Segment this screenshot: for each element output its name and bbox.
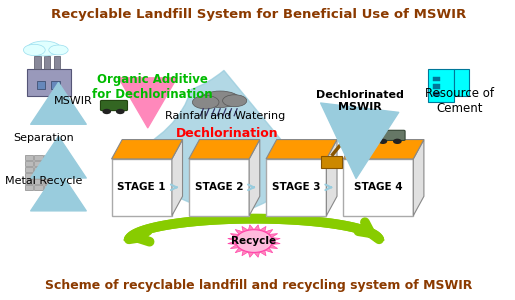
Bar — [25, 167, 33, 172]
Bar — [112, 159, 172, 216]
Polygon shape — [235, 230, 243, 234]
Polygon shape — [248, 252, 254, 257]
Circle shape — [116, 109, 125, 114]
Polygon shape — [242, 226, 248, 232]
Bar — [54, 56, 60, 69]
Text: Metal Recycle: Metal Recycle — [5, 176, 83, 186]
Circle shape — [236, 230, 272, 252]
Circle shape — [393, 139, 402, 144]
Bar — [44, 173, 53, 178]
Bar — [44, 179, 53, 184]
Text: Dechlorinated
MSWIR: Dechlorinated MSWIR — [316, 90, 404, 112]
Text: MSWIR: MSWIR — [54, 96, 92, 106]
Polygon shape — [260, 250, 266, 256]
Bar — [189, 159, 249, 216]
Text: STAGE 1: STAGE 1 — [117, 182, 166, 192]
Bar — [51, 81, 60, 89]
Text: STAGE 3: STAGE 3 — [272, 182, 320, 192]
Ellipse shape — [49, 45, 68, 55]
Bar — [27, 69, 71, 96]
Bar — [25, 185, 33, 190]
Polygon shape — [230, 234, 239, 238]
Text: Separation: Separation — [13, 133, 74, 143]
Bar — [44, 167, 53, 172]
Polygon shape — [265, 230, 273, 234]
Bar — [35, 179, 43, 184]
Polygon shape — [189, 140, 260, 159]
Ellipse shape — [193, 95, 219, 109]
Bar — [266, 159, 327, 216]
Text: Recyclable Landfill System for Beneficial Use of MSWIR: Recyclable Landfill System for Beneficia… — [51, 8, 467, 21]
Bar — [25, 155, 33, 160]
Polygon shape — [172, 140, 182, 216]
Text: Dechlorination: Dechlorination — [176, 127, 279, 140]
Circle shape — [102, 109, 111, 114]
Bar — [35, 155, 43, 160]
Bar — [344, 159, 413, 216]
Bar — [35, 185, 43, 190]
Text: STAGE 4: STAGE 4 — [354, 182, 403, 192]
Ellipse shape — [27, 41, 61, 56]
Ellipse shape — [24, 44, 45, 56]
Polygon shape — [242, 250, 248, 256]
Polygon shape — [271, 241, 280, 244]
Polygon shape — [249, 140, 260, 216]
Text: STAGE 2: STAGE 2 — [195, 182, 243, 192]
Bar — [44, 155, 53, 160]
Ellipse shape — [201, 91, 239, 107]
Polygon shape — [228, 238, 236, 241]
Polygon shape — [413, 140, 424, 216]
Polygon shape — [235, 248, 243, 253]
Bar — [433, 92, 440, 96]
Text: Organic Additive
for Dechlorination: Organic Additive for Dechlorination — [92, 73, 213, 101]
Text: Scheme of recyclable landfill and recycling system of MSWIR: Scheme of recyclable landfill and recycl… — [45, 279, 472, 292]
FancyBboxPatch shape — [375, 130, 405, 140]
Bar — [25, 173, 33, 178]
Bar — [35, 56, 41, 69]
Bar — [37, 81, 45, 89]
Polygon shape — [228, 241, 236, 244]
Bar — [35, 161, 43, 167]
Bar — [44, 185, 53, 190]
Polygon shape — [269, 244, 278, 248]
Polygon shape — [271, 238, 280, 241]
FancyArrowPatch shape — [124, 70, 308, 216]
Bar — [454, 69, 469, 96]
Bar — [428, 69, 454, 102]
Polygon shape — [266, 140, 337, 159]
Polygon shape — [344, 140, 424, 159]
Bar — [25, 161, 33, 167]
Polygon shape — [260, 226, 266, 232]
Ellipse shape — [222, 95, 247, 107]
Polygon shape — [230, 244, 239, 248]
Bar — [25, 179, 33, 184]
FancyBboxPatch shape — [100, 100, 128, 111]
Polygon shape — [327, 140, 337, 216]
Circle shape — [379, 139, 387, 144]
Bar — [35, 173, 43, 178]
Polygon shape — [248, 225, 254, 230]
Polygon shape — [254, 225, 260, 230]
Text: Resource of
Cement: Resource of Cement — [425, 87, 494, 115]
Bar — [433, 84, 440, 89]
Bar — [44, 161, 53, 167]
Polygon shape — [254, 252, 260, 257]
Polygon shape — [269, 234, 278, 238]
Bar — [44, 56, 50, 69]
Polygon shape — [112, 140, 182, 159]
Bar — [433, 77, 440, 81]
Text: Recycle: Recycle — [231, 236, 277, 246]
Bar — [321, 156, 342, 168]
Text: Rainfall and Watering: Rainfall and Watering — [165, 111, 285, 121]
Polygon shape — [265, 248, 273, 253]
Bar — [35, 167, 43, 172]
